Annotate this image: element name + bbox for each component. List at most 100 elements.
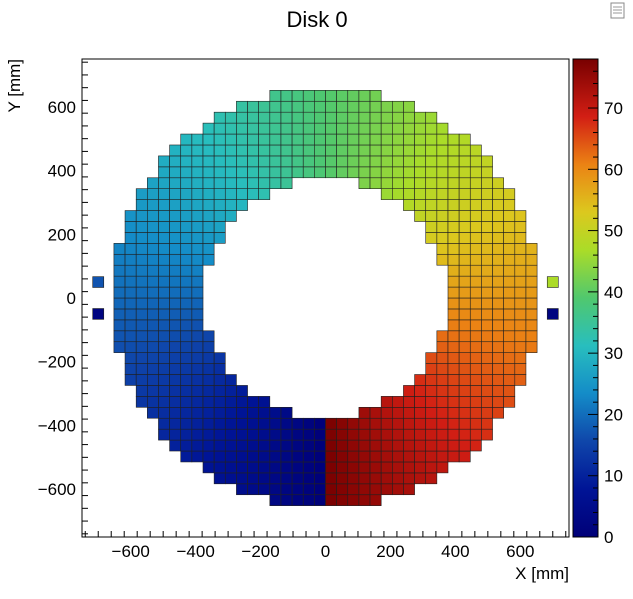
crystal-cell: [202, 166, 215, 179]
crystal-cell: [314, 100, 326, 113]
crystal-cell: [425, 417, 438, 430]
crystal-cell: [436, 363, 449, 375]
crystal-cell: [314, 417, 326, 430]
crystal-cell: [302, 483, 315, 496]
crystal-cell: [224, 210, 237, 222]
crystal-cell: [314, 133, 326, 146]
crystal-cell: [481, 330, 493, 343]
crystal-cell: [314, 166, 326, 179]
crystal-cell: [213, 374, 226, 386]
crystal-cell: [414, 406, 427, 419]
crystal-cell: [436, 417, 449, 430]
crystal-cell: [236, 199, 248, 211]
crystal-cell: [380, 483, 393, 496]
crystal-cell: [425, 155, 438, 168]
crystal-cell: [113, 264, 126, 277]
crystal-cell: [492, 243, 504, 255]
crystal-cell: [392, 100, 404, 113]
crystal-cell: [224, 144, 237, 157]
crystal-cell: [447, 275, 460, 288]
crystal-cell: [447, 363, 460, 375]
crystal-cell: [224, 199, 237, 211]
crystal-cell: [358, 144, 371, 157]
crystal-cell: [481, 166, 493, 179]
crystal-cell: [436, 221, 449, 233]
crystal-cell: [258, 144, 271, 157]
crystal-cell: [503, 297, 516, 310]
crystal-cell: [492, 385, 504, 397]
crystal-cell: [158, 352, 170, 364]
crystal-cell: [191, 396, 204, 408]
crystal-cell: [147, 210, 159, 222]
crystal-cell: [169, 188, 182, 200]
crystal-cell: [503, 308, 516, 321]
crystal-cell: [191, 210, 204, 222]
crystal-cell: [458, 177, 471, 190]
crystal-cell: [392, 483, 404, 496]
crystal-cell: [191, 374, 204, 386]
crystal-cell: [458, 275, 471, 288]
crystal-cell: [191, 199, 204, 211]
crystal-cell: [291, 428, 304, 441]
crystal-cell: [302, 90, 315, 102]
crystal-cell: [280, 483, 293, 496]
crystal-cell: [213, 221, 226, 233]
crystal-cell: [325, 461, 337, 474]
crystal-cell: [492, 232, 504, 244]
crystal-cell: [158, 177, 170, 190]
crystal-cell: [280, 494, 293, 506]
crystal-cell: [213, 472, 226, 485]
crystal-cell: [302, 111, 315, 124]
crystal-cell: [414, 428, 427, 441]
crystal-cell: [447, 308, 460, 321]
crystal-cell: [481, 406, 493, 419]
crystal-cell: [169, 243, 182, 255]
crystal-cell: [314, 439, 326, 452]
crystal-cell: [247, 428, 259, 441]
crystal-cell: [258, 188, 271, 200]
crystal-cell: [469, 210, 482, 222]
crystal-cell: [169, 396, 182, 408]
crystal-cell: [514, 341, 527, 353]
crystal-cell: [180, 188, 193, 200]
crystal-cell: [481, 275, 493, 288]
crystal-cell: [481, 297, 493, 310]
crystal-cell: [458, 341, 471, 353]
crystal-cell: [469, 417, 482, 430]
crystal-cell: [147, 406, 159, 419]
crystal-cell: [213, 133, 226, 146]
crystal-cell: [458, 243, 471, 255]
crystal-cell: [236, 406, 248, 419]
crystal-cell: [503, 264, 516, 277]
crystal-cell: [392, 450, 404, 463]
x-tick-label: 400: [441, 542, 469, 561]
crystal-cell: [158, 417, 170, 430]
crystal-cell: [469, 286, 482, 299]
canvas-options-icon[interactable]: [610, 2, 625, 19]
crystal-cell: [380, 155, 393, 168]
crystal-cell: [392, 472, 404, 485]
crystal-cell: [525, 330, 538, 343]
crystal-cell: [458, 199, 471, 211]
crystal-cell: [458, 297, 471, 310]
crystal-cell: [291, 122, 304, 135]
crystal-cell: [158, 330, 170, 343]
crystal-cell: [135, 385, 148, 397]
colorbar-axis: 0 10 20 30 40 50 60 70: [588, 70, 623, 547]
crystal-cell: [291, 144, 304, 157]
crystal-cell: [447, 330, 460, 343]
crystal-cell: [436, 406, 449, 419]
crystal-cell: [202, 122, 215, 135]
crystal-cell: [124, 341, 137, 353]
crystal-cell: [180, 199, 193, 211]
y-tick-label: −400: [38, 416, 76, 435]
crystal-cell: [525, 319, 538, 332]
crystal-cell: [380, 166, 393, 179]
x-tick-label: −600: [112, 542, 150, 561]
crystal-cell: [135, 308, 148, 321]
crystal-cell: [291, 155, 304, 168]
crystal-cell: [481, 177, 493, 190]
crystal-cell: [202, 221, 215, 233]
crystal-cell: [425, 406, 438, 419]
crystal-cell: [169, 210, 182, 222]
